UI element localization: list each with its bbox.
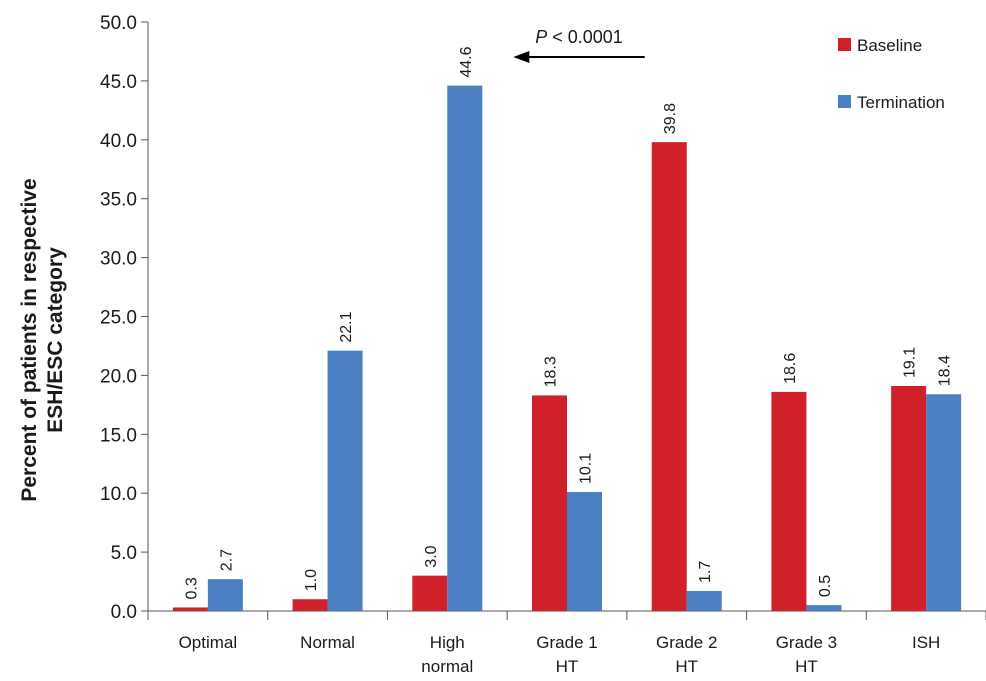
x-tick-label: Optimal [179, 633, 238, 652]
legend: Baseline Termination [838, 36, 945, 112]
x-tick-label-line: Grade 2 [656, 633, 717, 652]
significance-annotation: P < 0.0001 [513, 27, 645, 63]
annotation-arrow-head [513, 51, 530, 63]
bars [172, 85, 962, 611]
x-tick-label-line: Grade 1 [536, 633, 597, 652]
data-label-termination-4: 1.7 [697, 561, 714, 583]
x-tick-label: Grade 1 HT [536, 633, 597, 676]
data-label-termination-6: 18.4 [937, 355, 954, 386]
x-tick-label: High normal [421, 633, 473, 676]
x-tick-label: Grade 3 HT [776, 633, 837, 676]
bar-baseline-1 [292, 599, 328, 611]
bar-termination-1 [327, 350, 363, 611]
data-label-termination-3: 10.1 [578, 453, 595, 484]
y-axis-title-line2: ESH/ESC category [44, 247, 67, 433]
data-label-baseline-3: 18.3 [543, 356, 560, 387]
x-tick-label: Grade 2 HT [656, 633, 717, 676]
bar-termination-5 [806, 605, 842, 611]
bar-termination-6 [926, 394, 962, 611]
data-label-baseline-0: 0.3 [183, 577, 200, 599]
data-label-baseline-6: 19.1 [902, 347, 919, 378]
y-tick-label: 15.0 [100, 425, 137, 446]
data-label-baseline-4: 39.8 [662, 103, 679, 134]
x-tick-label: Normal [300, 633, 355, 652]
y-axis-title: Percent of patients in respective ESH/ES… [18, 178, 67, 501]
data-label-baseline-2: 3.0 [423, 545, 440, 567]
y-tick-label: 25.0 [100, 308, 137, 329]
legend-label-termination: Termination [857, 93, 945, 112]
annotation-text: P < 0.0001 [535, 27, 623, 47]
bar-baseline-2 [412, 575, 448, 611]
y-tick-label: 20.0 [100, 366, 137, 387]
bar-baseline-5 [771, 391, 807, 611]
legend-label-baseline: Baseline [857, 36, 922, 55]
x-tick-label-line: High [430, 633, 465, 652]
y-tick-label: 45.0 [100, 72, 137, 93]
bar-termination-4 [686, 590, 722, 611]
data-label-termination-2: 44.6 [458, 46, 475, 77]
data-label-baseline-5: 18.6 [782, 353, 799, 384]
x-tick-label-line: normal [421, 657, 473, 676]
annotation-p: P [535, 27, 547, 47]
y-axis-title-line1: Percent of patients in respective [18, 178, 41, 501]
data-label-termination-1: 22.1 [338, 311, 355, 342]
legend-swatch-termination [838, 95, 851, 108]
bar-baseline-6 [891, 386, 927, 611]
x-tick-label: ISH [912, 633, 940, 652]
y-tick-label: 30.0 [100, 249, 137, 270]
x-tick-label-line: Grade 3 [776, 633, 837, 652]
y-tick-label: 50.0 [100, 13, 137, 34]
data-labels: 0.3 1.0 3.0 18.3 39.8 18.6 19.1 2.7 22.1 44.6 10.1… [183, 46, 953, 599]
bar-termination-0 [207, 579, 243, 611]
x-tick-label-line: HT [675, 657, 698, 676]
legend-swatch-baseline [838, 38, 851, 51]
bar-baseline-3 [532, 395, 567, 611]
bar-termination-2 [447, 85, 483, 611]
data-label-termination-0: 2.7 [218, 549, 235, 571]
y-tick-label: 10.0 [100, 484, 137, 505]
x-axis: Optimal Normal High normal Grade 1 HT Grade 2 H… [147, 610, 986, 676]
annotation-value: < 0.0001 [547, 27, 623, 47]
bar-baseline-0 [172, 607, 208, 611]
bar-baseline-4 [651, 142, 687, 611]
y-tick-label: 0.0 [111, 602, 137, 623]
x-tick-label-line: ISH [912, 633, 940, 652]
y-tick-label: 40.0 [100, 131, 137, 152]
y-tick-label: 5.0 [111, 543, 137, 564]
y-tick-label: 35.0 [100, 190, 137, 211]
y-axis: 0.0 5.0 10.0 15.0 20.0 25.0 30.0 35.0 40.0 45.0 50… [100, 13, 149, 623]
data-label-termination-5: 0.5 [817, 575, 834, 597]
x-tick-label-line: HT [795, 657, 818, 676]
x-tick-label-line: HT [556, 657, 579, 676]
x-tick-label-line: Normal [300, 633, 355, 652]
bar-termination-3 [567, 492, 602, 611]
data-label-baseline-1: 1.0 [303, 569, 320, 591]
x-tick-label-line: Optimal [179, 633, 238, 652]
